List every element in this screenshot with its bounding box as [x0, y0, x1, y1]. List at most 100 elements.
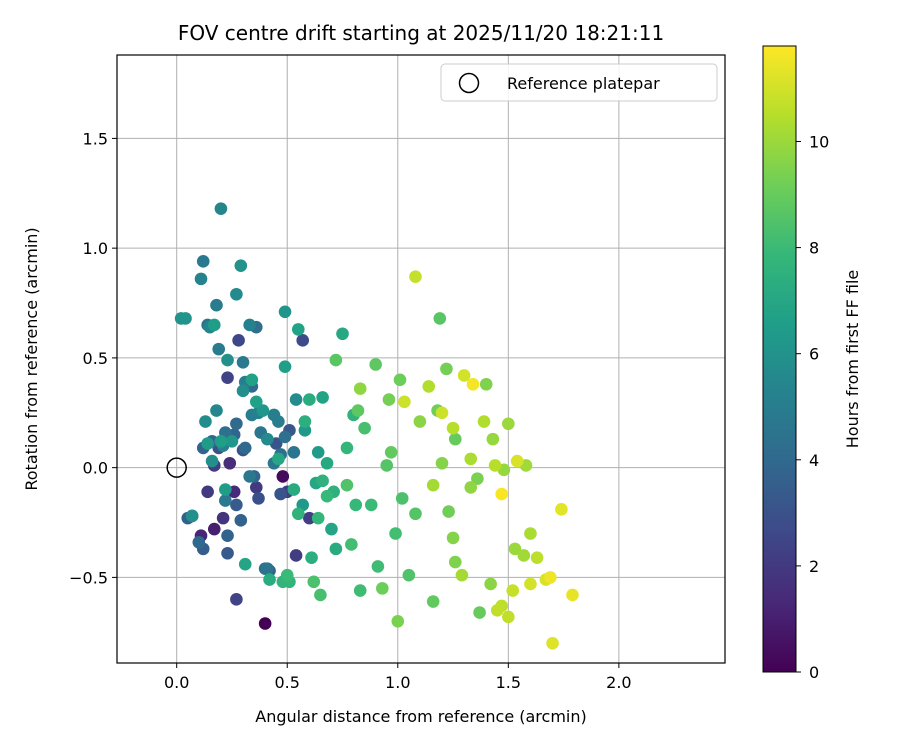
data-point	[232, 334, 245, 347]
data-point	[506, 584, 520, 597]
data-point	[336, 327, 349, 341]
colorbar-ticks: 0 2 4 6 8 10	[796, 132, 829, 682]
data-point	[230, 593, 243, 606]
data-point	[524, 527, 537, 540]
data-point	[442, 505, 455, 518]
data-point	[287, 445, 301, 459]
data-point	[508, 542, 522, 556]
x-axis-label: Angular distance from reference (arcmin)	[255, 707, 586, 726]
data-point	[223, 456, 237, 470]
reference-marker	[166, 457, 187, 478]
data-point	[249, 395, 263, 409]
data-point	[502, 610, 515, 624]
data-point	[261, 562, 274, 575]
data-point	[457, 369, 471, 382]
data-point	[466, 377, 480, 391]
data-point	[194, 272, 208, 286]
data-point	[440, 362, 453, 376]
data-point	[280, 568, 294, 582]
y-tick-label: 0.0	[83, 459, 108, 478]
x-tick-label: 0.0	[164, 673, 189, 692]
data-point	[325, 522, 338, 536]
data-point	[517, 549, 531, 562]
x-tick-label: 1.0	[385, 673, 410, 692]
data-point	[207, 522, 221, 536]
data-point	[464, 452, 478, 466]
data-point	[258, 617, 272, 630]
data-point	[303, 393, 316, 406]
data-point	[289, 393, 303, 406]
data-point	[303, 511, 316, 525]
data-point	[380, 459, 394, 472]
data-point	[382, 393, 396, 406]
data-point	[433, 312, 447, 325]
data-point	[185, 509, 199, 523]
data-point	[274, 487, 287, 501]
colorbar-tick-label: 6	[809, 345, 819, 364]
data-point	[345, 538, 358, 551]
data-point	[212, 342, 226, 356]
data-point	[384, 445, 398, 459]
data-point	[486, 432, 500, 446]
data-point	[291, 323, 305, 336]
data-point	[230, 287, 243, 301]
data-point	[256, 404, 270, 417]
data-point	[243, 470, 256, 483]
x-tick-label: 2.0	[606, 673, 631, 692]
data-point	[448, 432, 462, 446]
data-point	[298, 424, 312, 437]
data-point	[422, 380, 436, 393]
data-point	[214, 202, 228, 215]
data-point	[371, 560, 385, 573]
data-point	[495, 487, 508, 501]
colorbar-tick-label: 2	[809, 557, 819, 576]
data-point	[221, 529, 234, 542]
data-point	[502, 417, 515, 431]
data-point	[316, 474, 329, 488]
data-point	[278, 305, 292, 319]
colorbar-tick-label: 10	[809, 132, 829, 151]
legend: Reference platepar	[440, 63, 718, 102]
data-point	[291, 507, 305, 521]
data-point	[435, 406, 449, 420]
data-point	[243, 318, 256, 332]
data-point	[524, 577, 537, 591]
data-point	[314, 588, 327, 602]
x-axis-ticks: 0.0 0.5 1.0 1.5 2.0	[164, 663, 632, 692]
y-tick-label: 0.5	[83, 349, 108, 368]
data-point	[199, 415, 212, 428]
data-point	[353, 382, 367, 395]
data-point	[402, 568, 416, 582]
data-point	[477, 415, 491, 428]
data-point	[566, 588, 579, 602]
plot-frame	[116, 54, 726, 664]
data-point	[329, 353, 343, 367]
data-point	[530, 551, 544, 564]
data-point	[196, 255, 210, 268]
x-tick-label: 0.5	[275, 673, 300, 692]
data-point	[205, 454, 219, 468]
colorbar-tick-label: 0	[809, 663, 819, 682]
data-point	[546, 636, 559, 650]
data-point	[464, 481, 478, 494]
data-point	[364, 498, 378, 512]
data-point	[473, 606, 486, 619]
data-point	[272, 452, 285, 466]
data-point	[544, 571, 557, 584]
data-point	[278, 430, 292, 444]
data-point	[210, 298, 223, 312]
data-point	[409, 507, 422, 521]
data-point	[479, 377, 493, 391]
data-point	[409, 270, 422, 283]
data-point	[278, 360, 292, 373]
data-point	[236, 384, 250, 398]
data-point	[287, 483, 301, 496]
data-point	[261, 432, 274, 446]
data-point	[216, 511, 230, 525]
data-point	[353, 584, 367, 597]
data-point	[192, 535, 206, 549]
data-point	[488, 459, 502, 472]
data-point	[448, 555, 462, 569]
data-point	[219, 483, 232, 496]
